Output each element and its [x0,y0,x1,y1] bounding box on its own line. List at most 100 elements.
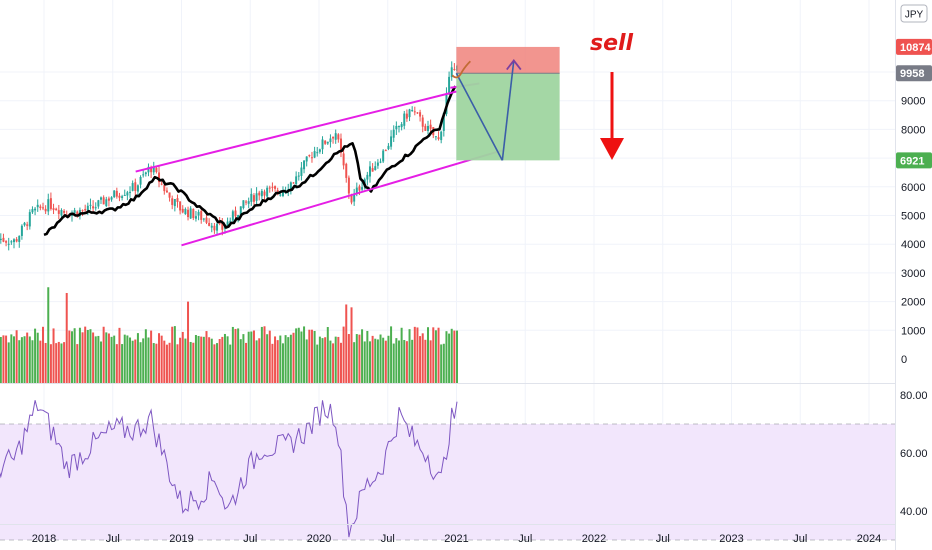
volume-bar [321,338,324,383]
candle-body [10,241,13,243]
candle-body [390,136,393,147]
time-axis[interactable]: 2018 Jul 2019 Jul 2020 Jul 2021 Jul 2022 Jul 2023 J… [32,533,881,545]
price-badge-label: 9958 [900,68,924,80]
channel-lower-line[interactable] [181,149,503,247]
volume-bar [36,332,39,383]
volume-bar [110,336,113,383]
candle-body [400,124,403,128]
volume-bar [218,339,221,383]
candle-body [202,218,205,220]
volume-bar [179,337,182,383]
candle-body [271,186,274,188]
candle-body [300,167,303,176]
volume-bar [421,333,424,383]
volume-bar [297,327,300,383]
candle-body [281,190,284,197]
volume-bar [260,326,263,383]
volume-bar [258,338,261,383]
candle-body [126,192,129,196]
candle-body [15,239,18,242]
candle-body [94,207,97,209]
volume-tick-label: 2000 [901,297,925,309]
candle-body [26,224,29,226]
candle-body [326,141,329,144]
price-badge-label: 10874 [900,42,931,54]
rsi-tick-label: 60.00 [900,448,928,460]
candle-body [434,136,437,138]
volume-bar [303,326,306,383]
volume-bar [57,341,60,383]
volume-bar [7,342,10,383]
candle-body [60,210,63,216]
volume-bar [63,342,66,383]
candle-body [194,216,197,219]
candle-body [358,186,361,191]
volume-bar [318,336,321,383]
candle-body [440,131,443,141]
volume-bar [47,287,50,383]
time-tick-label: Jul [381,533,395,545]
short-position-tool[interactable] [451,46,560,161]
candle-body [289,182,292,189]
price-tick-label: 8000 [901,124,925,136]
candle-body [324,140,327,144]
volume-bar [376,339,379,383]
price-labels: 10874 9958 6921 [896,38,932,169]
candle-body [168,192,171,198]
volume-bar [210,338,213,383]
volume-bar [371,335,374,383]
candle-body [187,209,190,218]
candle-body [12,239,15,243]
candle-body [419,112,422,117]
channel-upper-line[interactable] [135,90,457,173]
candle-body [152,167,155,173]
volume-bar [28,336,31,383]
volume-bar [366,330,369,383]
candle-body [184,208,187,215]
volume-bar [52,328,55,383]
candle-body [382,150,385,162]
volume-bar [89,329,92,383]
volume-bar [200,336,203,383]
volume-bar [94,336,97,383]
volume-bar [284,335,287,383]
candle-body [239,206,242,217]
volume-bar [194,335,197,383]
candle-body [23,222,26,226]
candle-body [242,200,245,209]
time-tick-label: Jul [106,533,120,545]
volume-bar [234,328,237,383]
volume-bar [171,326,174,383]
candle-body [81,210,84,212]
volume-bar [382,337,385,383]
candle-body [334,133,337,140]
candle-body [245,201,248,203]
volume-bar [208,337,211,383]
candle-body [405,113,408,119]
volume-bar [158,333,161,383]
volume-bar [18,340,21,383]
candle-body [353,193,356,202]
candle-body [20,225,23,236]
currency-badge[interactable]: JPY [900,4,928,23]
volume-bar [189,341,192,383]
volume-bar [205,331,208,383]
candle-body [429,124,432,129]
volume-bar [181,331,184,383]
volume-bar [213,344,216,383]
volume-bar [334,336,337,383]
volume-bar [163,340,166,383]
volume-bar [392,343,395,383]
volume-bar [78,327,81,383]
candle-body [84,208,87,211]
candle-body [55,208,58,211]
time-tick-label: 2018 [32,533,56,545]
candle-body [49,198,52,209]
volume-bar [100,341,103,383]
volume-bar [192,342,195,383]
rsi-line [0,400,458,538]
candle-body [97,200,100,207]
volume-bar [426,327,429,383]
candle-body [163,185,166,192]
